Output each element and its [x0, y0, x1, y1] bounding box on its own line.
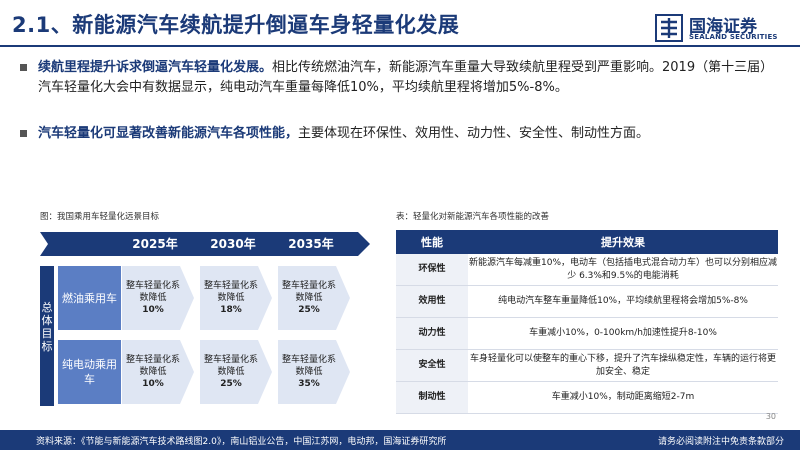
table-cell-value: 纯电动汽车整车重量降低10%，平均续航里程将会增加5%-8% — [468, 285, 778, 318]
target-cell: 整车轻量化系数降低 25% — [278, 266, 350, 330]
figure-caption: 图：我国乘用车轻量化远景目标 — [40, 212, 160, 222]
company-logo: 国海证券 SEALAND SECURITIES — [655, 12, 780, 44]
row-label-fuel: 燃油乘用车 — [58, 266, 121, 330]
table-row: 效用性 纯电动汽车整车重量降低10%，平均续航里程将会增加5%-8% — [396, 285, 778, 318]
target-cell: 整车轻量化系数降低 25% — [200, 340, 272, 404]
bullet-paragraph: 续航里程提升诉求倒逼汽车轻量化发展。相比传统燃油汽车，新能源汽车重量大导致续航里… — [20, 58, 778, 98]
logo-text-en: SEALAND SECURITIES — [689, 33, 778, 41]
row-label-ev: 纯电动乘用车 — [58, 340, 121, 404]
table-row: 环保性 新能源汽车每减重10%，电动车（包括插电式混合动力车）也可以分别相应减少… — [396, 254, 778, 286]
logo-text-cn: 国海证券 — [689, 17, 757, 37]
target-cell: 整车轻量化系数降低 18% — [200, 266, 272, 330]
disclaimer-link[interactable]: 请务必阅读附注中免责条款部分 — [657, 437, 784, 447]
bullet-lead: 汽车轻量化可显著改善新能源汽车各项性能， — [38, 126, 299, 141]
table-cell-key: 环保性 — [396, 254, 468, 286]
bullet-square-icon — [20, 64, 27, 71]
table-caption: 表：轻量化对新能源汽车各项性能的改善 — [396, 212, 550, 222]
bullet-square-icon — [20, 130, 27, 137]
year-label: 2025年 — [132, 237, 178, 251]
target-cell: 整车轻量化系数降低 35% — [278, 340, 350, 404]
footer-bar: 资料来源：《节能与新能源汽车技术路线图2.0》，南山铝业公告，中国江苏网，电动邦… — [0, 430, 800, 450]
table-cell-key: 安全性 — [396, 349, 468, 382]
bullet-paragraph: 汽车轻量化可显著改善新能源汽车各项性能，主要体现在环保性、效用性、动力性、安全性… — [20, 124, 778, 144]
timeline-arrow — [40, 232, 370, 256]
page-title: 2.1、新能源汽车续航提升倒逼车身轻量化发展 — [12, 13, 460, 37]
source-note: 资料来源：《节能与新能源汽车技术路线图2.0》，南山铝业公告，中国江苏网，电动邦… — [36, 437, 447, 447]
bullet-body: 相比传统燃油汽车，新能源汽车重量大导致续航里程受到严重影响。2019（第十三届）… — [38, 60, 774, 95]
bullet-lead: 续航里程提升诉求倒逼汽车轻量化发展。 — [38, 60, 273, 75]
title-divider — [0, 45, 800, 47]
sealand-logo-icon — [655, 14, 683, 42]
table-cell-key: 动力性 — [396, 317, 468, 350]
table-cell-key: 效用性 — [396, 285, 468, 318]
performance-table: 性能 提升效果 环保性 新能源汽车每减重10%，电动车（包括插电式混合动力车）也… — [396, 230, 778, 414]
table-cell-value: 车重减小10%，制动距离缩短2-7m — [468, 381, 778, 414]
target-cell: 整车轻量化系数降低 10% — [122, 340, 194, 404]
table-cell-value: 车身轻量化可以使整车的重心下移，提升了汽车操纵稳定性，车辆的运行将更加安全、稳定 — [468, 349, 778, 382]
table-row: 制动性 车重减小10%，制动距离缩短2-7m — [396, 381, 778, 414]
year-label: 2030年 — [210, 237, 256, 251]
table-header: 提升效果 — [468, 230, 778, 254]
table-row: 动力性 车重减小10%，0-100km/h加速性提升8-10% — [396, 317, 778, 350]
table-cell-key: 制动性 — [396, 381, 468, 414]
side-label: 总体目标 — [40, 266, 54, 406]
table-cell-value: 新能源汽车每减重10%，电动车（包括插电式混合动力车）也可以分别相应减少 6.3… — [468, 254, 778, 286]
year-label: 2035年 — [288, 237, 334, 251]
table-header: 性能 — [396, 230, 468, 254]
table-cell-value: 车重减小10%，0-100km/h加速性提升8-10% — [468, 317, 778, 350]
page-number: 30 — [765, 412, 776, 421]
table-row: 安全性 车身轻量化可以使整车的重心下移，提升了汽车操纵稳定性，车辆的运行将更加安… — [396, 349, 778, 382]
target-cell: 整车轻量化系数降低 10% — [122, 266, 194, 330]
bullet-body: 主要体现在环保性、效用性、动力性、安全性、制动性方面。 — [298, 126, 650, 141]
